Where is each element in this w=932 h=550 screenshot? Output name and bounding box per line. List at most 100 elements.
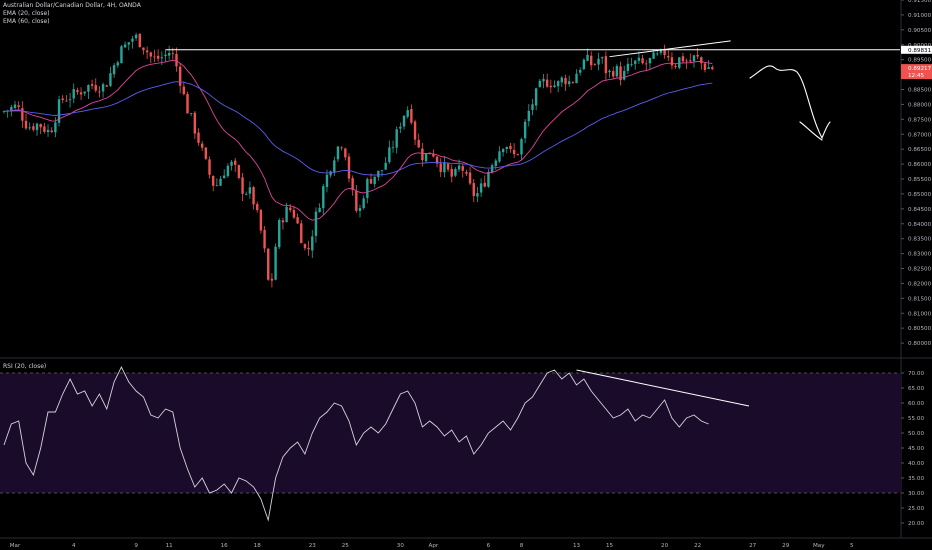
price-tick-label: 0.89500 [908, 58, 932, 64]
candle-body [465, 171, 468, 174]
candle-body [468, 172, 472, 184]
candle-body [593, 64, 597, 66]
candle-body [355, 190, 358, 211]
candle-body [523, 121, 527, 139]
candle-body [156, 55, 160, 59]
candle-body [50, 130, 53, 133]
candle-body [351, 178, 354, 191]
time-tick-label: 11 [166, 543, 174, 549]
candle-body [248, 187, 252, 194]
candle-body [656, 53, 659, 55]
candle-body [597, 58, 600, 65]
candle-body [498, 151, 501, 162]
time-tick-label: 23 [309, 543, 317, 549]
price-tick-label: 0.88000 [908, 102, 932, 108]
candle-body [325, 174, 329, 188]
candle-body [189, 113, 193, 114]
candle-body [120, 46, 123, 64]
price-tick-label: 0.83500 [908, 237, 932, 243]
ema20-legend: EMA (20, close) [3, 10, 50, 17]
candle-body [667, 56, 670, 58]
candle-body [65, 100, 68, 102]
resistance-label: 0.89831 [908, 48, 932, 54]
price-tick-label: 0.82500 [908, 267, 932, 273]
price-tick-label: 0.87500 [908, 117, 932, 123]
candle-body [560, 77, 564, 83]
candle-body [101, 84, 105, 92]
candle-body [208, 159, 211, 175]
rsi-tick-label: 30.00 [908, 491, 924, 497]
candle-body [384, 162, 387, 170]
candle-body [567, 81, 571, 85]
candle-body [164, 54, 167, 57]
rsi-trendline [576, 369, 750, 407]
candle-body [612, 71, 615, 77]
candle-body [105, 85, 108, 87]
rsi-title: RSI (20, close) [3, 363, 47, 370]
time-tick-label: Mar [10, 543, 21, 549]
price-tick-label: 0.85000 [908, 192, 932, 198]
rsi-legend: RSI (20, close) [3, 363, 46, 371]
candle-body [674, 65, 677, 67]
candle-body [178, 66, 182, 86]
time-tick-label: 30 [397, 543, 405, 549]
candle-body [586, 54, 589, 61]
candle-body [439, 163, 442, 172]
candle-body [689, 60, 692, 62]
rsi-tick-label: 60.00 [908, 401, 924, 407]
candle-body [538, 80, 542, 88]
candle-body [336, 146, 340, 160]
candle-body [43, 126, 46, 132]
candle-body [54, 122, 57, 133]
candle-body [380, 170, 384, 171]
candle-body [21, 108, 24, 121]
time-tick-label: 29 [782, 543, 790, 549]
time-axis: Mar 4 9 11 16 18 23 25 30 Apr 6 8 13 15 20 22 27 29 May 5 [0, 537, 932, 549]
candle-body [197, 132, 200, 143]
candle-body [292, 210, 296, 218]
resistance-label-bg [901, 45, 932, 54]
time-tick-label: 8 [520, 543, 524, 549]
candle-body [571, 82, 575, 84]
last-price-label: 0.89217 [908, 66, 932, 72]
candle-body [366, 178, 369, 198]
candle-body [615, 65, 619, 77]
candle-body [219, 178, 222, 186]
candle-body [692, 55, 696, 62]
candle-body [138, 33, 141, 48]
candle-body [340, 147, 343, 149]
time-tick-label: 25 [342, 543, 350, 549]
rsi-line [3, 365, 709, 522]
candle-body [670, 57, 674, 66]
candle-body [531, 104, 534, 110]
time-tick-label: May [813, 543, 825, 549]
candle-body [648, 58, 652, 64]
candle-body [564, 77, 567, 85]
rsi-tick-label: 65.00 [908, 386, 924, 392]
candle-body [582, 59, 586, 70]
candle-body [61, 98, 64, 101]
candle-body [490, 165, 494, 173]
candle-body [402, 115, 406, 127]
candle-body [369, 179, 373, 184]
candle-body [296, 217, 299, 224]
candle-body [46, 129, 50, 133]
candle-body [377, 170, 380, 178]
price-tick-label: 0.82000 [908, 281, 932, 287]
ema60-legend: EMA (60, close) [3, 18, 50, 25]
ema-lines [3, 59, 713, 221]
candle-body [358, 208, 362, 211]
candle-body [590, 55, 593, 66]
candle-body [623, 70, 626, 80]
candle-body [457, 165, 461, 170]
candle-body [281, 220, 285, 223]
candle-body [527, 110, 531, 122]
candle-body [578, 70, 582, 73]
candle-body [505, 147, 508, 149]
candle-body [72, 88, 75, 99]
ema20-line [3, 59, 713, 221]
candle-body [678, 57, 681, 68]
time-tick-label: 15 [606, 543, 614, 549]
candle-body [388, 147, 391, 163]
